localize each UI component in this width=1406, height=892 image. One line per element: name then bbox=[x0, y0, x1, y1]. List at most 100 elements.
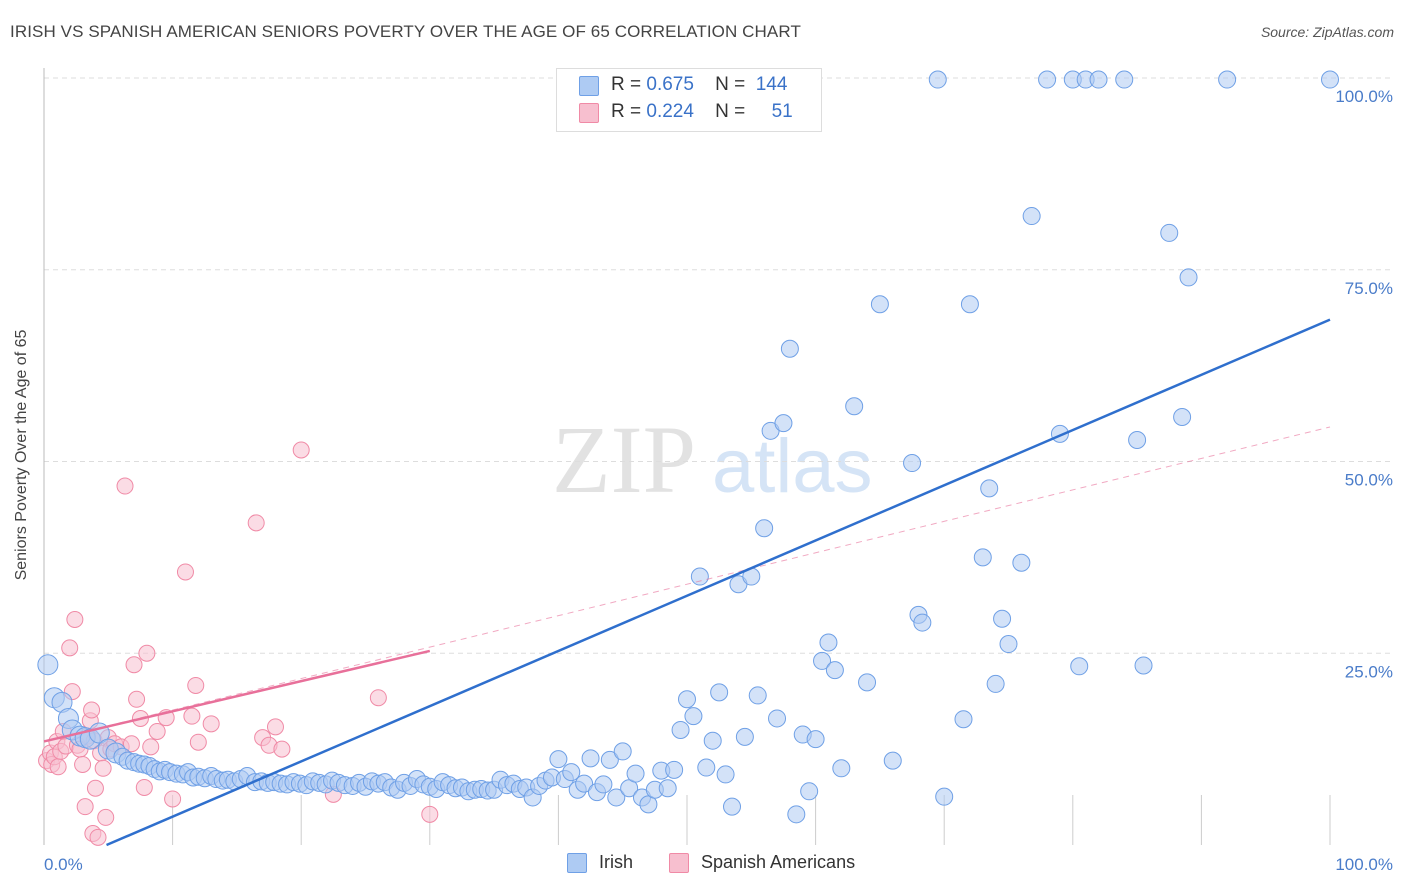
watermark: ZIP atlas bbox=[552, 406, 873, 513]
y-tick-label: 100.0% bbox=[1335, 87, 1393, 106]
spanish-trend-line bbox=[43, 649, 431, 743]
spanish-point bbox=[202, 715, 220, 733]
spanish-point bbox=[164, 790, 182, 808]
spanish-point bbox=[142, 738, 160, 756]
irish-point bbox=[960, 295, 979, 314]
irish-point bbox=[913, 613, 932, 632]
irish-point bbox=[735, 727, 754, 746]
irish-point bbox=[755, 519, 774, 538]
irish-point bbox=[626, 764, 645, 783]
irish-point bbox=[999, 635, 1018, 654]
irish-point bbox=[780, 339, 799, 358]
irish-points bbox=[37, 70, 1339, 824]
spanish-point bbox=[76, 798, 94, 816]
spanish-point bbox=[369, 689, 387, 707]
legend-irish-r-value: 0.675 bbox=[646, 74, 694, 95]
irish-point bbox=[697, 758, 716, 777]
irish-point bbox=[903, 454, 922, 473]
irish-point bbox=[562, 763, 581, 782]
irish-point bbox=[600, 750, 619, 769]
irish-point bbox=[723, 797, 742, 816]
legend-irish-n-value: 144 bbox=[755, 74, 788, 95]
irish-point bbox=[671, 720, 690, 739]
irish-point bbox=[658, 779, 677, 798]
irish-point bbox=[678, 690, 696, 709]
irish-point bbox=[980, 479, 999, 498]
irish-point bbox=[594, 775, 613, 794]
y-tick-label: 25.0% bbox=[1345, 662, 1393, 681]
bottom-legend-spanish-swatch bbox=[669, 853, 689, 873]
irish-point bbox=[1038, 70, 1057, 89]
spanish-point bbox=[49, 758, 67, 776]
irish-point bbox=[1321, 70, 1339, 89]
irish-point bbox=[774, 414, 793, 433]
tick-labels: 25.0% 50.0% 75.0% 100.0% 0.0% 100.0% bbox=[44, 87, 1393, 874]
irish-point bbox=[1089, 70, 1108, 89]
irish-point bbox=[1134, 656, 1153, 675]
irish-point bbox=[37, 654, 59, 676]
spanish-point bbox=[122, 735, 140, 753]
irish-point bbox=[935, 787, 954, 806]
irish-point bbox=[1128, 431, 1147, 450]
legend-spanish-r-label: R = bbox=[611, 101, 642, 122]
irish-point bbox=[1012, 553, 1031, 572]
gridlines bbox=[44, 77, 1394, 845]
irish-point bbox=[748, 686, 767, 705]
stats-legend: R = 0.675 N = 144 R = 0.224 N = 51 bbox=[556, 68, 822, 132]
irish-point bbox=[1022, 207, 1041, 226]
spanish-point bbox=[94, 759, 112, 777]
chart-title: IRISH VS SPANISH AMERICAN SENIORS POVERT… bbox=[10, 22, 801, 41]
legend-swatch-irish bbox=[579, 76, 599, 96]
irish-point bbox=[883, 751, 902, 770]
x-tick-label: 0.0% bbox=[44, 855, 83, 874]
spanish-point bbox=[74, 755, 92, 773]
spanish-americans-points bbox=[38, 441, 439, 846]
spanish-point bbox=[266, 718, 284, 736]
watermark-atlas: atlas bbox=[712, 424, 873, 509]
spanish-point bbox=[86, 779, 104, 797]
irish-point bbox=[607, 788, 626, 807]
spanish-point bbox=[89, 828, 107, 846]
spanish-point bbox=[189, 733, 207, 751]
legend-spanish-n-label: N = bbox=[715, 101, 746, 122]
legend-spanish-n-value: 51 bbox=[771, 101, 793, 122]
spanish-point bbox=[116, 477, 134, 495]
irish-point bbox=[973, 548, 992, 567]
irish-point bbox=[800, 782, 819, 801]
irish-point bbox=[954, 710, 973, 729]
y-tick-label: 50.0% bbox=[1345, 471, 1393, 490]
irish-point bbox=[986, 674, 1005, 693]
irish-trend-line bbox=[106, 318, 1331, 847]
irish-point bbox=[613, 742, 632, 761]
spanish-point bbox=[183, 707, 201, 725]
spanish-point bbox=[125, 656, 143, 674]
spanish-point bbox=[61, 639, 79, 657]
spanish-point bbox=[292, 441, 310, 459]
spanish-point bbox=[138, 644, 156, 662]
irish-point bbox=[993, 609, 1012, 628]
spanish-point bbox=[273, 740, 291, 758]
spanish-point bbox=[421, 805, 439, 823]
irish-point bbox=[575, 774, 594, 793]
irish-point bbox=[858, 673, 877, 692]
legend-irish-r-label: R = bbox=[611, 74, 642, 95]
irish-point bbox=[581, 749, 600, 768]
legend-irish-n-label: N = bbox=[715, 74, 746, 95]
irish-point bbox=[716, 765, 735, 784]
watermark-zip: ZIP bbox=[552, 406, 696, 513]
irish-point bbox=[703, 731, 722, 750]
irish-point bbox=[768, 709, 787, 728]
spanish-point bbox=[148, 722, 166, 740]
x-tick-label: 100.0% bbox=[1335, 855, 1393, 874]
irish-point bbox=[1173, 408, 1192, 427]
spanish-point bbox=[135, 778, 153, 796]
irish-point bbox=[1218, 70, 1237, 89]
legend-spanish-r-value: 0.224 bbox=[646, 101, 694, 122]
spanish-point bbox=[187, 676, 205, 694]
irish-point bbox=[665, 760, 684, 779]
spanish-point bbox=[247, 514, 265, 532]
legend-swatch-spanish bbox=[579, 103, 599, 123]
irish-point bbox=[710, 683, 729, 702]
irish-point bbox=[787, 805, 806, 824]
irish-point bbox=[845, 397, 864, 416]
